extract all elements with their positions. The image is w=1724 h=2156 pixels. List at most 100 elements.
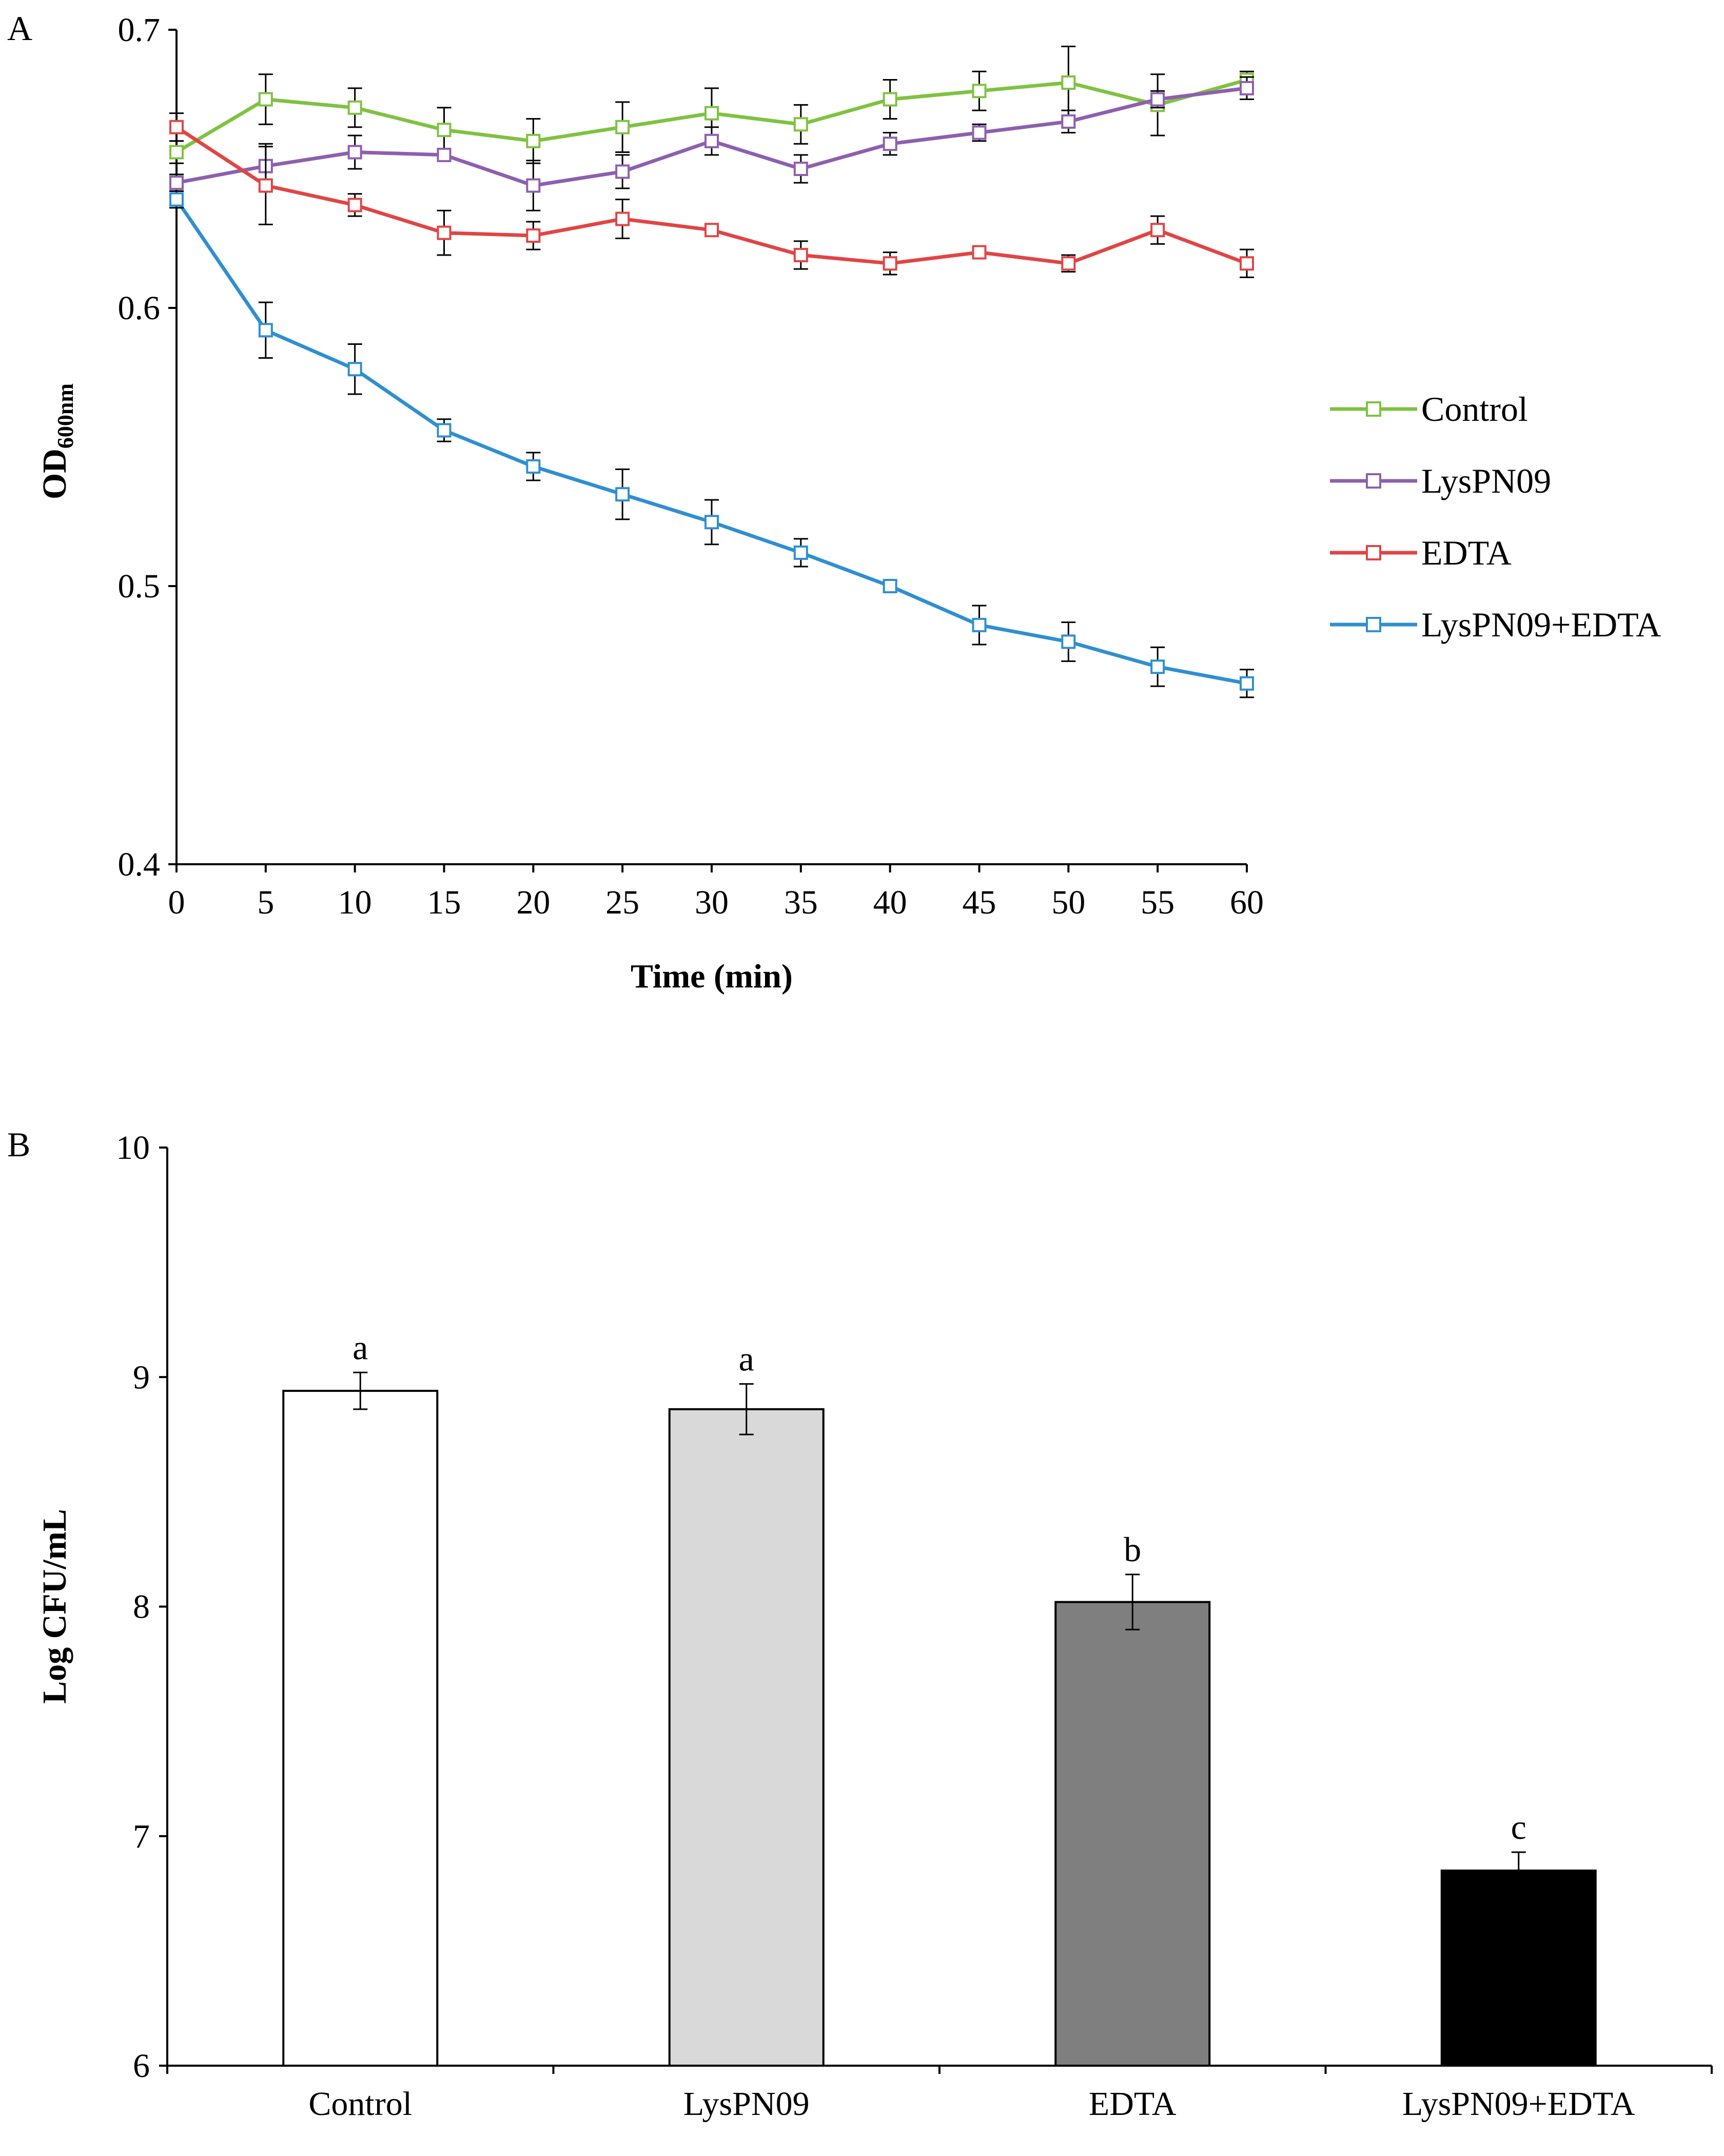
- data-point-control: [169, 145, 184, 160]
- legend-item-lyspn09-edta: LysPN09+EDTA: [1330, 605, 1661, 644]
- data-point-control: [615, 120, 630, 134]
- significance-letter: c: [1511, 1808, 1526, 1847]
- x-tick-label: 60: [1230, 884, 1264, 921]
- panel-b-bar-chart: B 6 7 8 9 10 Log CFU/mL a Control a LysPN09 b EDT…: [7, 1125, 1713, 2123]
- y-tick-label: 10: [116, 1129, 150, 1167]
- data-point-lyspn09-edta: [169, 192, 184, 207]
- data-point-lyspn09-edta: [704, 515, 719, 530]
- significance-letter: a: [739, 1339, 754, 1378]
- bar-control: [282, 1390, 439, 2067]
- data-point-control: [704, 106, 719, 121]
- category-label: Control: [308, 2085, 412, 2123]
- data-point-lyspn09-edta: [1061, 634, 1076, 649]
- x-tick-label: 5: [257, 884, 274, 921]
- legend-marker-control: [1366, 401, 1381, 417]
- data-point-edta: [258, 178, 273, 193]
- significance-letter: a: [352, 1328, 368, 1367]
- data-point-lyspn09: [883, 137, 897, 151]
- legend-item-control: Control: [1330, 390, 1528, 429]
- legend-item-edta: EDTA: [1330, 533, 1512, 572]
- data-point-lyspn09-edta: [883, 579, 897, 593]
- data-point-lyspn09-edta: [793, 545, 808, 560]
- data-point-control: [347, 100, 362, 115]
- x-tick-label: 20: [516, 884, 550, 921]
- data-point-lyspn09-edta: [1240, 676, 1254, 691]
- y-tick-label: 8: [133, 1588, 150, 1626]
- y-axis-title-subscript: 600nm: [53, 383, 78, 449]
- x-tick-label: 30: [695, 884, 729, 921]
- category-label: LysPN09+EDTA: [1402, 2085, 1635, 2123]
- data-point-edta: [347, 198, 362, 212]
- data-point-edta: [1061, 256, 1076, 271]
- panel-b-letter: B: [7, 1125, 30, 1164]
- data-point-lyspn09: [347, 145, 362, 160]
- data-point-lyspn09: [169, 176, 184, 190]
- panel-a-y-axis-title: OD600nm: [36, 383, 78, 499]
- data-point-lyspn09: [1061, 114, 1076, 129]
- x-tick-label: 15: [427, 884, 461, 921]
- series-control: [169, 46, 1254, 164]
- panel-a-line-chart: A 0.40.50.60.7 0 5 10 15 20 25 30 35 40 45 50 55 60 …: [7, 9, 1661, 995]
- data-point-lyspn09: [1150, 92, 1165, 107]
- series-lyspn09-edta: [169, 190, 1254, 698]
- bar-group-control: a Control: [282, 1328, 439, 2123]
- data-point-edta: [972, 245, 987, 260]
- x-tick-label: 0: [168, 884, 185, 921]
- x-tick-label: 40: [873, 884, 907, 921]
- legend-marker-edta: [1366, 545, 1381, 560]
- y-tick-label: 0.5: [118, 568, 161, 605]
- data-point-edta: [526, 228, 541, 243]
- series-edta: [169, 112, 1254, 278]
- data-point-edta: [1240, 256, 1254, 271]
- panel-a-legend: Control LysPN09 EDTA LysPN09+EDTA: [1330, 390, 1661, 644]
- data-point-edta: [437, 225, 452, 240]
- data-point-control: [258, 92, 273, 107]
- data-point-control: [972, 84, 987, 99]
- data-point-control: [526, 133, 541, 148]
- data-point-lyspn09-edta: [526, 459, 541, 474]
- data-point-edta: [883, 256, 897, 271]
- y-tick-label: 0.4: [118, 846, 161, 883]
- data-point-edta: [704, 223, 719, 238]
- bar-group-lyspn09-edta: c LysPN09+EDTA: [1402, 1808, 1635, 2123]
- data-point-lyspn09: [437, 147, 452, 162]
- panel-b-y-axis-title: Log CFU/mL: [36, 1509, 73, 1704]
- y-tick-label: 7: [133, 1818, 150, 1855]
- legend-label-control: Control: [1421, 390, 1528, 429]
- data-point-edta: [793, 248, 808, 263]
- data-point-control: [793, 117, 808, 132]
- legend-label-edta: EDTA: [1421, 533, 1512, 572]
- data-point-lyspn09: [526, 178, 541, 193]
- y-tick-label: 9: [133, 1358, 150, 1396]
- legend-marker-lyspn09: [1366, 473, 1381, 489]
- data-point-control: [437, 123, 452, 138]
- svg-text:OD600nm: OD600nm: [36, 383, 78, 499]
- x-tick-label: 55: [1141, 884, 1174, 921]
- data-point-lyspn09-edta: [347, 362, 362, 377]
- x-tick-label: 45: [963, 884, 996, 921]
- bar-lyspn09: [668, 1408, 825, 2067]
- svg-text:Log CFU/mL: Log CFU/mL: [36, 1509, 73, 1704]
- y-axis-title-main: OD: [36, 449, 73, 499]
- panel-a-letter: A: [7, 9, 32, 48]
- bar-edta: [1054, 1601, 1211, 2067]
- data-point-edta: [169, 120, 184, 134]
- x-tick-label: 50: [1051, 884, 1085, 921]
- significance-letter: b: [1124, 1530, 1141, 1569]
- data-point-edta: [615, 211, 630, 226]
- data-point-lyspn09: [615, 164, 630, 179]
- x-tick-label: 10: [338, 884, 372, 921]
- x-tick-label: 35: [784, 884, 818, 921]
- data-point-lyspn09: [793, 162, 808, 176]
- data-point-lyspn09-edta: [972, 617, 987, 632]
- legend-marker-lyspn09-edta: [1366, 617, 1381, 632]
- data-point-control: [1061, 75, 1076, 90]
- y-tick-label: 6: [133, 2047, 150, 2085]
- bar-group-lyspn09: a LysPN09: [668, 1339, 825, 2123]
- data-point-lyspn09-edta: [258, 323, 273, 338]
- y-tick-label: 0.6: [118, 289, 161, 327]
- data-point-lyspn09: [704, 133, 719, 148]
- data-point-edta: [1150, 223, 1165, 238]
- legend-label-lyspn09-edta: LysPN09+EDTA: [1421, 605, 1661, 644]
